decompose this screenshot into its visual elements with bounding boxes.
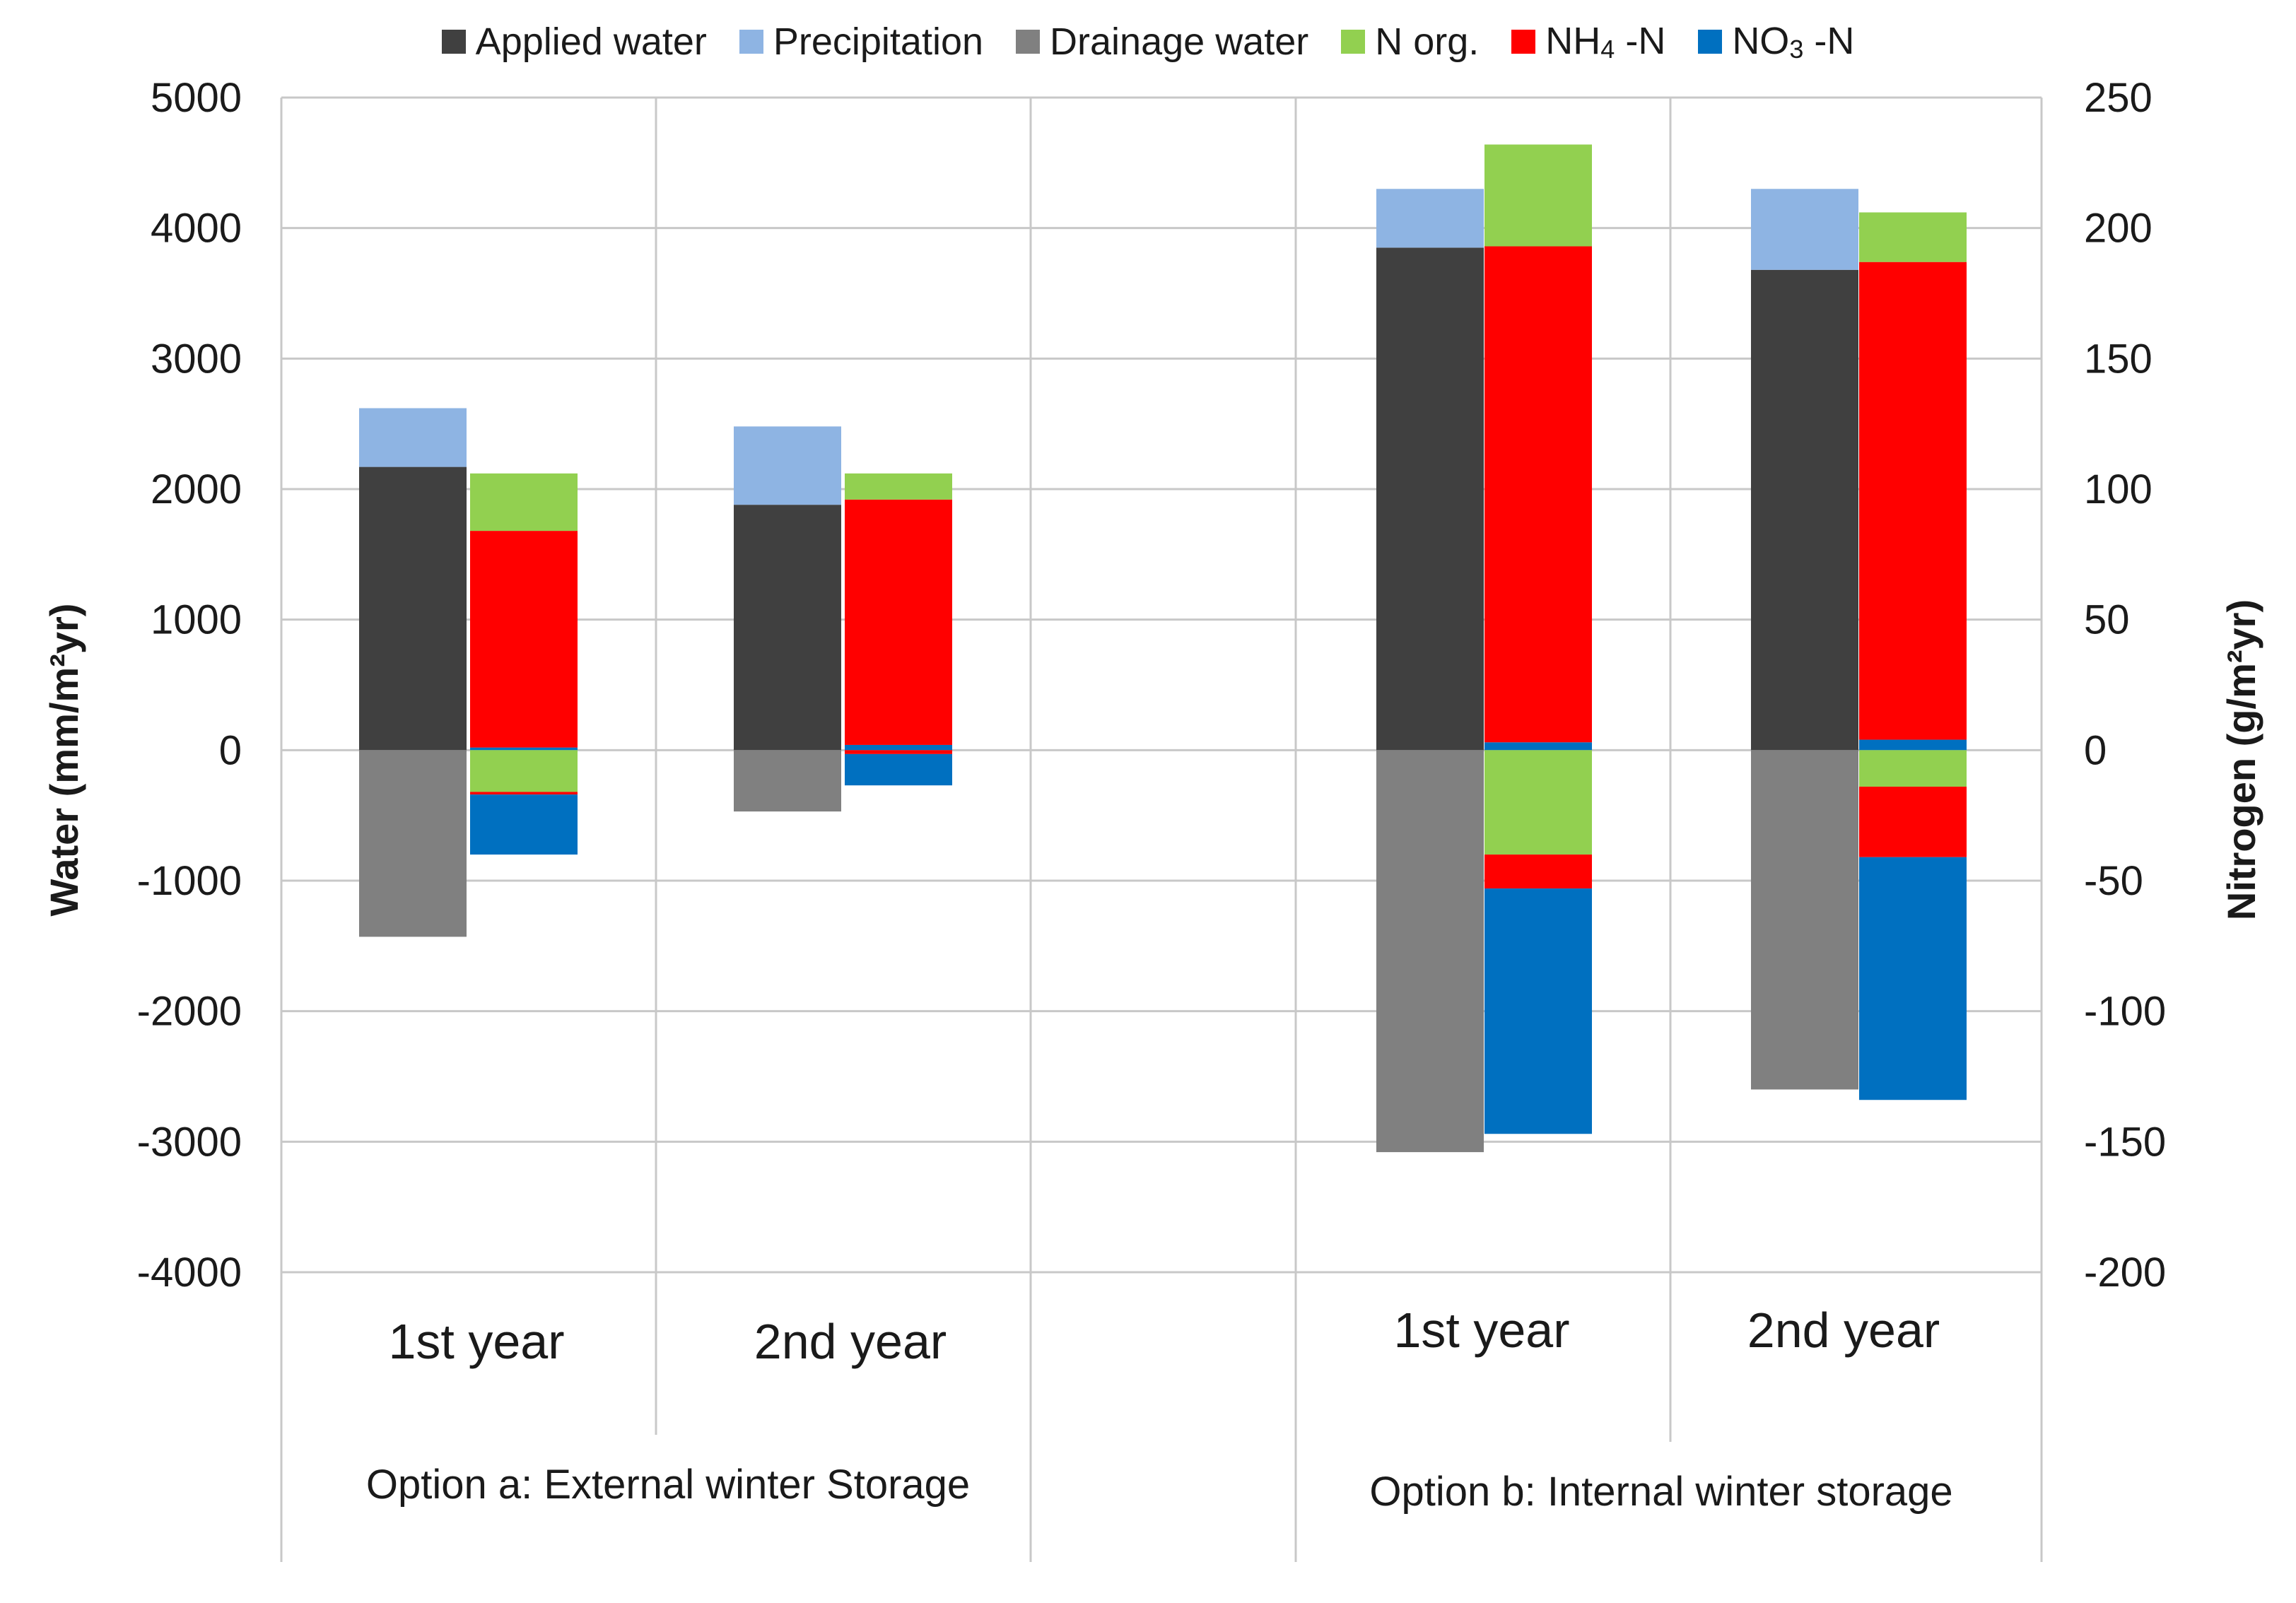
bar-nitrogen-no3-negative (1484, 888, 1592, 1134)
y-tick-label: -2000 (137, 989, 242, 1035)
bar-nitrogen-nh4-negative (845, 750, 952, 754)
legend-swatch-n-org (1341, 30, 1366, 54)
category-label-b-2nd-year: 2nd year (1747, 1303, 1940, 1358)
y2-tick-label: -50 (2084, 858, 2143, 904)
bar-nitrogen-no3-positive (470, 747, 578, 751)
bar-water-precip (1751, 189, 1858, 270)
bar-water-applied (359, 466, 467, 751)
y2-tick-label: -200 (2084, 1250, 2166, 1296)
group-label-option-b: Option b: Internal winter storage (1369, 1469, 1952, 1515)
y2-tick-label: 100 (2084, 466, 2152, 512)
bar-nitrogen-no3-positive (1484, 742, 1592, 751)
bar-nitrogen-no3-negative (470, 794, 578, 855)
legend-item-applied-water: Applied water (441, 20, 707, 64)
axis-labels: Water (mm/m²yr) Nitrogen (g/m²yr) Option… (42, 599, 2263, 1515)
y-tick-label: 3000 (151, 336, 242, 382)
bar-water-precip (1376, 189, 1484, 248)
y2-tick-label: -100 (2084, 989, 2166, 1035)
legend-swatch-no3-n (1698, 30, 1723, 54)
legend-label-no3-n: NO3 -N (1732, 20, 1855, 64)
y-tick-label: 4000 (151, 206, 242, 252)
y2-tick-label: 0 (2084, 727, 2107, 773)
bar-nitrogen-nh4-positive (1484, 246, 1592, 743)
y2-tick-label: 50 (2084, 597, 2130, 643)
bar-nitrogen-norg-negative (1484, 750, 1592, 855)
bar-nitrogen-nh4-positive (470, 531, 578, 748)
bar-nitrogen-no3-positive (1859, 739, 1967, 751)
bar-water-drain (734, 750, 841, 812)
category-label-b-1st-year: 1st year (1394, 1303, 1570, 1358)
y-tick-label: 0 (219, 727, 242, 773)
legend-swatch-applied-water (441, 30, 466, 54)
y2-tick-label: 250 (2084, 75, 2152, 121)
legend-label-n-org: N org. (1375, 20, 1480, 63)
y-axis-title: Water (mm/m²yr) (42, 604, 86, 917)
legend-swatch-nh4-n (1511, 30, 1536, 54)
y2-axis-title: Nitrogen (g/m²yr) (2219, 599, 2263, 920)
y2-tick-label: 200 (2084, 206, 2152, 252)
legend-label-drainage-water: Drainage water (1050, 20, 1309, 63)
category-label-a-1st-year: 1st year (389, 1314, 565, 1369)
bar-nitrogen-norg-positive (1859, 212, 1967, 262)
legend-item-n-org: N org. (1341, 20, 1479, 64)
y-tick-label: -4000 (137, 1250, 242, 1296)
legend-label-nh4-n: NH4 -N (1545, 20, 1666, 64)
category-label-a-2nd-year: 2nd year (754, 1314, 947, 1369)
axes: 500040003000200010000-1000-2000-3000-400… (137, 75, 2166, 1296)
legend-label-applied-water: Applied water (475, 20, 707, 63)
y-tick-label: -3000 (137, 1119, 242, 1165)
bar-water-drain (359, 750, 467, 937)
bar-nitrogen-nh4-negative (470, 792, 578, 795)
y-tick-label: 5000 (151, 75, 242, 121)
bar-water-drain (1751, 750, 1858, 1090)
group-label-option-a: Option a: External winter Storage (366, 1462, 970, 1508)
bars (359, 144, 1967, 1153)
bar-nitrogen-nh4-positive (1859, 262, 1967, 740)
bar-nitrogen-no3-negative (1859, 857, 1967, 1100)
y-tick-label: -1000 (137, 858, 242, 904)
legend-label-precipitation: Precipitation (773, 20, 984, 63)
bar-nitrogen-norg-positive (1484, 144, 1592, 247)
y-tick-label: 2000 (151, 466, 242, 512)
legend-swatch-precipitation (739, 30, 763, 54)
legend-swatch-drainage-water (1016, 30, 1041, 54)
bar-nitrogen-nh4-negative (1859, 787, 1967, 857)
bar-nitrogen-norg-negative (470, 750, 578, 792)
bar-water-applied (1376, 247, 1484, 751)
legend-item-precipitation: Precipitation (739, 20, 983, 64)
bar-nitrogen-no3-positive (845, 744, 952, 751)
y2-tick-label: 150 (2084, 336, 2152, 382)
bar-water-precip (359, 408, 467, 467)
bar-water-precip (734, 426, 841, 505)
y2-tick-label: -150 (2084, 1119, 2166, 1165)
bar-nitrogen-no3-negative (845, 753, 952, 786)
bar-nitrogen-norg-negative (1859, 750, 1967, 787)
bar-water-drain (1376, 750, 1484, 1153)
bar-water-applied (734, 505, 841, 751)
legend-item-drainage-water: Drainage water (1016, 20, 1308, 64)
bar-nitrogen-nh4-positive (845, 499, 952, 745)
bar-water-applied (1751, 269, 1858, 751)
bar-nitrogen-norg-positive (470, 473, 578, 532)
y-tick-label: 1000 (151, 597, 242, 643)
bar-nitrogen-nh4-negative (1484, 855, 1592, 889)
legend: Applied water Precipitation Drainage wat… (0, 10, 2296, 74)
bar-nitrogen-norg-positive (845, 473, 952, 500)
legend-item-no3-n: NO3 -N (1698, 19, 1854, 64)
legend-item-nh4-n: NH4 -N (1511, 19, 1665, 64)
